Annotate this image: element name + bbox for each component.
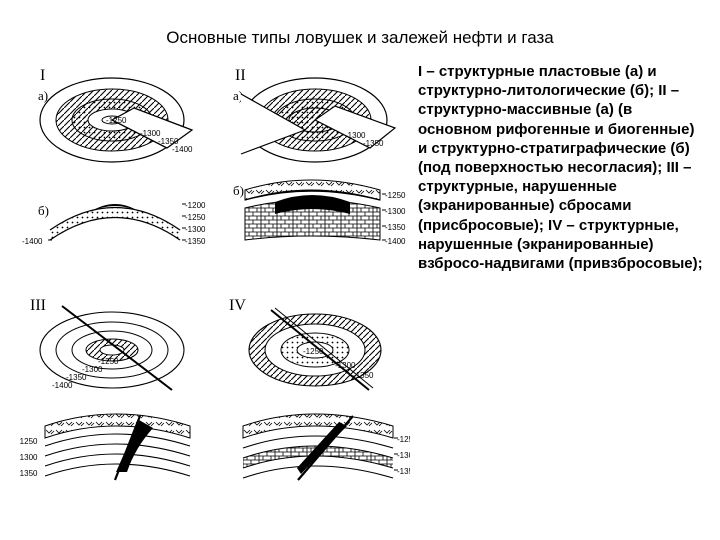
svg-text:б): б) [233,183,244,198]
panel-III: III -1250 -1300 -1350 -1400 -1250 -1300 … [20,297,190,480]
svg-text:III: III [30,297,46,314]
panel-IV: IV -1250 -1300 -1350 -1250 -1300 -1350 [229,297,410,480]
svg-text:-1400: -1400 [172,145,193,154]
svg-text:-1350: -1350 [185,237,206,246]
svg-text:-1400: -1400 [52,381,73,390]
svg-text:а): а) [38,88,48,103]
svg-text:-1250: -1250 [185,213,206,222]
traps-diagram: I а) -1250 -1300 -1350 -1400 б) -1200 -1… [20,60,410,530]
svg-text:-1250: -1250 [303,347,324,356]
svg-text:-1300: -1300 [185,225,206,234]
svg-text:-1350: -1350 [363,139,384,148]
legend-item-1: I – структурные пластовые (а) и структур… [418,63,657,99]
svg-text:II: II [235,67,246,84]
svg-text:-1250: -1250 [397,435,410,444]
diagram-area: I а) -1250 -1300 -1350 -1400 б) -1200 -1… [20,60,410,530]
svg-text:-1400: -1400 [22,237,43,246]
svg-text:I: I [40,67,45,84]
svg-text:-1250: -1250 [385,191,406,200]
svg-text:-1350: -1350 [353,371,374,380]
svg-text:-1200: -1200 [185,201,206,210]
svg-text:-1400: -1400 [385,237,406,246]
panel-I: I а) -1250 -1300 -1350 -1400 б) -1200 -1… [22,67,206,246]
svg-text:-1300: -1300 [385,207,406,216]
svg-text:-1300: -1300 [20,453,38,462]
legend-item-3: и структурно-стратиграфические (б) (под … [418,140,690,176]
page-title: Основные типы ловушек и залежей нефти и … [0,28,720,48]
svg-text:-1350: -1350 [20,469,38,478]
svg-text:-1300: -1300 [335,361,356,370]
svg-text:-1350: -1350 [385,223,406,232]
svg-text:-1300: -1300 [397,451,410,460]
panel-II: II а) -1300 -1350 б) -1250 -1300 -1350 -… [233,67,406,246]
svg-text:IV: IV [229,297,246,314]
svg-text:б): б) [38,203,49,218]
svg-text:-1350: -1350 [397,467,410,476]
svg-text:-1250: -1250 [106,116,127,125]
svg-text:-1250: -1250 [20,437,38,446]
legend: I – структурные пластовые (а) и структур… [418,62,704,273]
